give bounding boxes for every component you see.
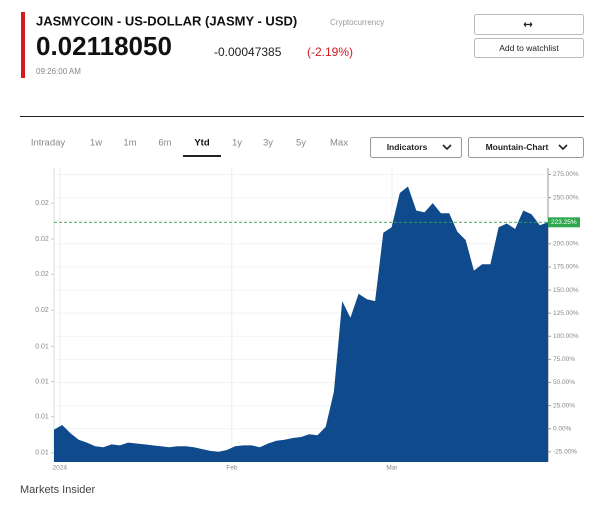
tab[interactable]: 1w (90, 138, 102, 149)
chart: 275.00%250.00%225.00%200.00%175.00%150.0… (35, 168, 580, 472)
x-tick-label: Mar (386, 465, 398, 472)
last-value-box (548, 217, 580, 228)
y2-tick-label: 0.01 (35, 343, 49, 350)
category: Cryptocurrency (330, 18, 384, 27)
y-tick-label: 50.00% (553, 379, 575, 386)
tab[interactable]: 3y (263, 138, 273, 149)
y2-tick-label: 0.01 (35, 378, 49, 385)
change: -0.00047385 (214, 45, 282, 59)
y2-tick-label: 0.02 (35, 200, 49, 207)
y-tick-label: 250.00% (553, 194, 579, 201)
y-tick-label: 75.00% (553, 356, 575, 363)
tab[interactable]: Ytd (194, 138, 210, 149)
area (54, 186, 548, 462)
tab[interactable]: 6m (158, 138, 171, 149)
tab[interactable]: 1m (123, 138, 136, 149)
y-tick-label: -25.00% (553, 449, 577, 456)
change-percent: (-2.19%) (307, 45, 353, 59)
time: 09:26:00 AM (36, 67, 81, 76)
last-value-label: 223.25% (551, 219, 577, 226)
y-tick-label: 25.00% (553, 402, 575, 409)
watchlist-button[interactable]: Add to watchlist (474, 38, 584, 58)
dropdown-label[interactable]: Indicators (387, 142, 428, 152)
y-tick-label: 150.00% (553, 287, 579, 294)
tab-underline (183, 155, 221, 157)
y-tick-label: 200.00% (553, 241, 579, 248)
accent-bar (21, 12, 25, 78)
tabs: Intraday 1w 1m 6m Ytd 1y 3y 5y Max (31, 138, 348, 157)
tab[interactable]: 5y (296, 138, 306, 149)
chart-type-dropdown[interactable]: Mountain-Chart (468, 137, 584, 158)
y-tick-label: 0.00% (553, 425, 572, 432)
y2-tick-label: 0.02 (35, 236, 49, 243)
title: JASMYCOIN - US-DOLLAR (JASMY - USD) (36, 13, 297, 28)
tab[interactable]: Intraday (31, 138, 66, 149)
y-tick-label: 175.00% (553, 264, 579, 271)
tab[interactable]: 1y (232, 138, 242, 149)
price: 0.02118050 (36, 31, 172, 61)
y2-tick-label: 0.02 (35, 271, 49, 278)
dropdown-label[interactable]: Mountain-Chart (486, 142, 549, 152)
tab[interactable]: Max (330, 138, 348, 149)
compare-button[interactable] (474, 14, 584, 35)
y-tick-label: 125.00% (553, 310, 579, 317)
footer: Markets Insider (20, 484, 96, 496)
indicators-dropdown[interactable]: Indicators (370, 137, 462, 158)
y2-tick-label: 0.01 (35, 414, 49, 421)
y2-tick-label: 0.01 (35, 450, 49, 457)
watchlist-label[interactable]: Add to watchlist (499, 43, 559, 53)
x-tick-label: 2024 (53, 465, 68, 472)
y-tick-label: 100.00% (553, 333, 579, 340)
y-tick-label: 275.00% (553, 171, 579, 178)
y2-tick-label: 0.02 (35, 307, 49, 314)
x-tick-label: Feb (226, 465, 238, 472)
